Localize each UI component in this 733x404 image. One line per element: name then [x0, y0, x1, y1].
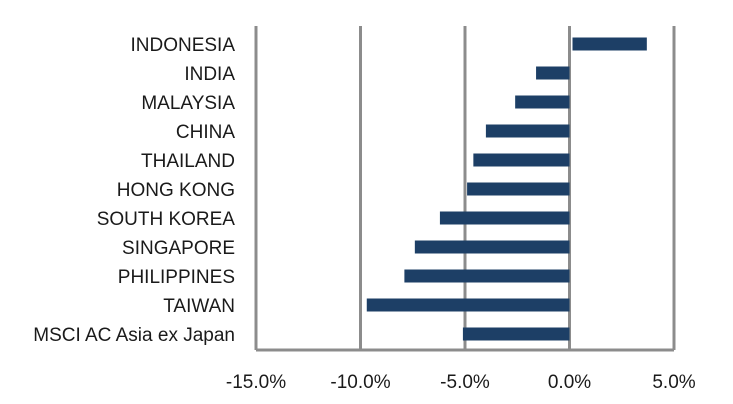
bar — [366, 298, 570, 312]
x-tick-label: -15.0% — [226, 372, 286, 393]
bars — [366, 37, 647, 341]
category-label: SOUTH KOREA — [97, 209, 236, 230]
category-label: MALAYSIA — [141, 93, 235, 114]
bar — [404, 269, 570, 283]
bar — [572, 37, 647, 51]
x-tick-label: 5.0% — [652, 372, 695, 393]
bar — [536, 66, 570, 80]
category-label: MSCI AC Asia ex Japan — [33, 325, 235, 346]
category-label: THAILAND — [141, 151, 235, 172]
category-labels: INDONESIA INDIA MALAYSIA CHINA THAILAND HONG … — [33, 35, 235, 346]
category-label: INDONESIA — [130, 35, 235, 56]
bar — [473, 153, 570, 167]
category-label: HONG KONG — [117, 180, 235, 201]
x-tick-label: -5.0% — [440, 372, 490, 393]
category-label: CHINA — [176, 122, 235, 143]
x-tick-label: 0.0% — [548, 372, 591, 393]
bar — [439, 211, 570, 225]
category-label: SINGAPORE — [122, 238, 235, 259]
bar — [414, 240, 570, 254]
bar — [515, 95, 570, 109]
category-label: TAIWAN — [163, 296, 235, 317]
bar — [462, 327, 570, 341]
x-tick-label: -10.0% — [330, 372, 390, 393]
grid-lines — [254, 26, 676, 352]
bar — [467, 182, 570, 196]
bar — [485, 124, 570, 138]
x-axis-tick-labels: -15.0% -10.0% -5.0% 0.0% 5.0% — [226, 372, 696, 393]
category-label: PHILIPPINES — [118, 267, 235, 288]
category-label: INDIA — [184, 64, 235, 85]
